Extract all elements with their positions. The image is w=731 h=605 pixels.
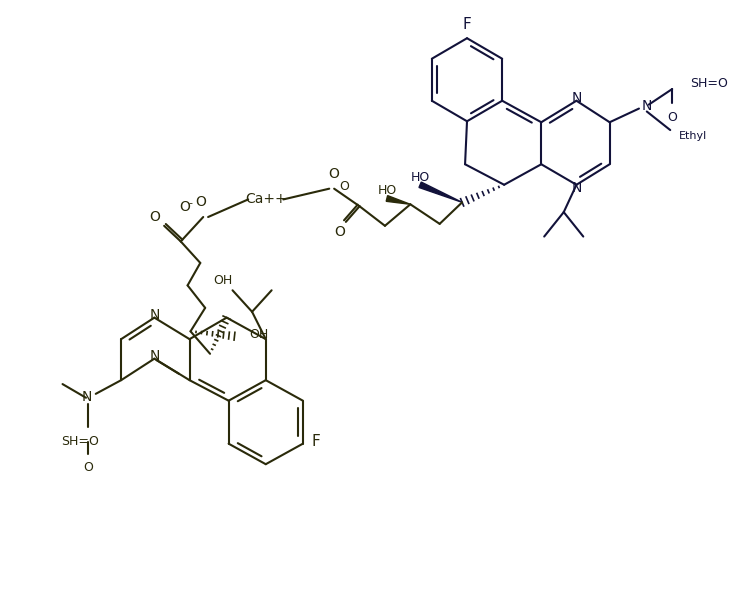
Text: N: N — [571, 181, 582, 195]
Text: HO: HO — [377, 184, 396, 197]
Text: O: O — [195, 195, 205, 209]
Text: SH=O: SH=O — [690, 77, 727, 90]
Text: N: N — [642, 99, 652, 113]
Text: O: O — [335, 224, 346, 238]
Text: -: - — [189, 198, 192, 208]
Text: O: O — [180, 200, 191, 214]
Polygon shape — [419, 182, 462, 202]
Text: F: F — [311, 434, 320, 450]
Text: N: N — [81, 390, 92, 404]
Text: Ethyl: Ethyl — [679, 131, 708, 141]
Text: O: O — [339, 180, 349, 193]
Text: OH: OH — [213, 274, 232, 287]
Text: N: N — [571, 91, 582, 105]
Text: HO: HO — [411, 171, 430, 185]
Text: Ca++: Ca++ — [245, 192, 287, 206]
Text: F: F — [463, 17, 471, 32]
Text: SH=O: SH=O — [61, 435, 99, 448]
Text: O: O — [149, 210, 160, 224]
Text: OH: OH — [249, 328, 268, 341]
Text: O: O — [83, 461, 93, 474]
Text: O: O — [329, 167, 340, 181]
Text: N: N — [149, 348, 159, 363]
Polygon shape — [386, 195, 410, 204]
Text: N: N — [149, 308, 159, 322]
Text: O: O — [667, 111, 677, 123]
